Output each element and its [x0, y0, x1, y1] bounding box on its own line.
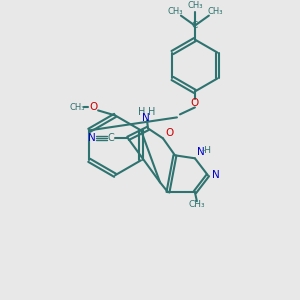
Text: O: O [89, 102, 97, 112]
Text: -H: -H [202, 146, 212, 155]
Text: N: N [88, 134, 96, 143]
Text: O: O [166, 128, 174, 138]
Text: CH₃: CH₃ [187, 1, 203, 10]
Text: O: O [191, 98, 199, 108]
Text: N: N [212, 170, 220, 180]
Text: H: H [148, 107, 156, 117]
Text: N: N [197, 147, 205, 157]
Text: CH₃: CH₃ [189, 200, 205, 209]
Text: C: C [108, 134, 115, 143]
Text: H: H [138, 107, 146, 117]
Text: CH₃: CH₃ [69, 103, 85, 112]
Text: N: N [142, 113, 150, 123]
Text: C: C [192, 21, 198, 30]
Text: CH₃: CH₃ [207, 7, 223, 16]
Text: CH₃: CH₃ [167, 7, 183, 16]
